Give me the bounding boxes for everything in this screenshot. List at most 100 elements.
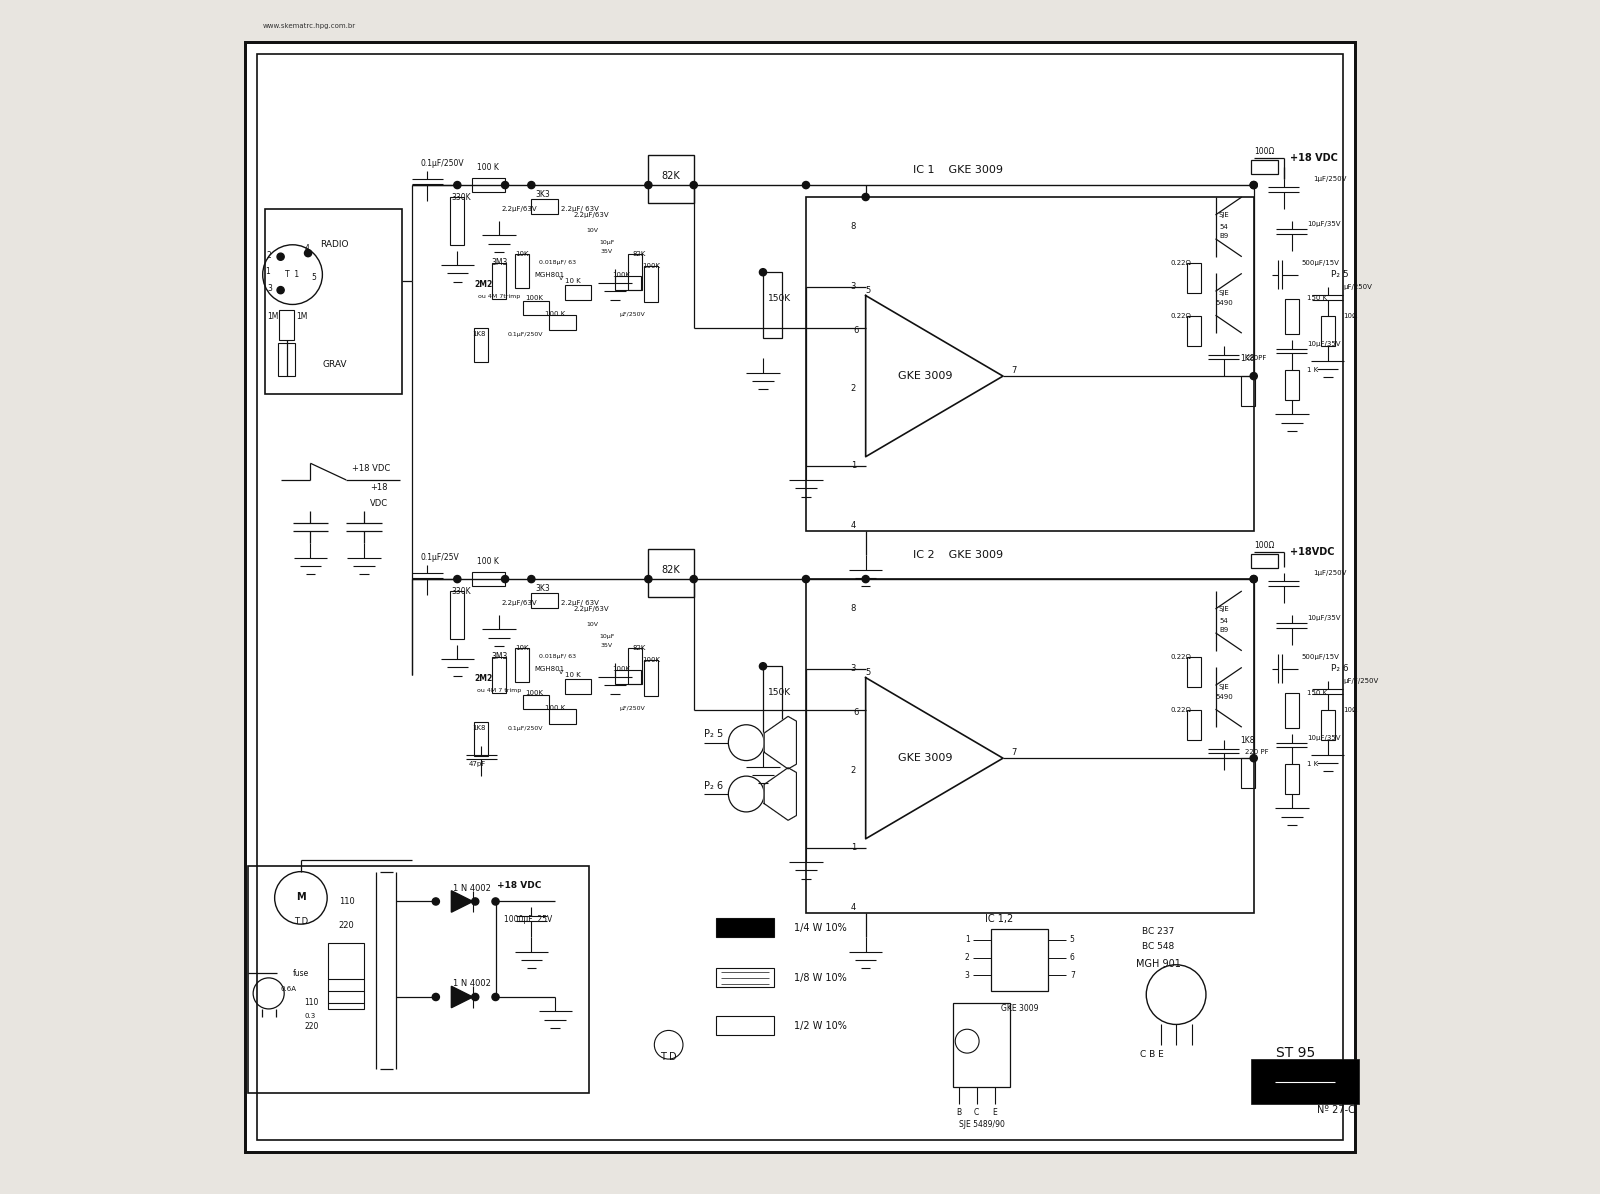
Polygon shape <box>451 986 474 1008</box>
Text: 10μF/35V: 10μF/35V <box>1307 221 1341 228</box>
Text: 150 K: 150 K <box>1307 689 1328 696</box>
Bar <box>491 657 506 693</box>
Text: 7: 7 <box>1011 747 1016 757</box>
Text: 10Ω: 10Ω <box>1344 313 1358 320</box>
Text: 10V: 10V <box>586 228 598 233</box>
Text: 10K: 10K <box>515 645 528 652</box>
Text: C B E: C B E <box>1141 1050 1165 1059</box>
Bar <box>1285 298 1299 334</box>
Text: 82K: 82K <box>634 645 646 652</box>
Text: 3M3: 3M3 <box>491 652 507 661</box>
Text: 150K: 150K <box>768 294 790 303</box>
Text: 3: 3 <box>965 971 970 980</box>
Circle shape <box>1250 373 1258 380</box>
Bar <box>450 197 464 245</box>
Bar <box>450 591 464 639</box>
Bar <box>248 866 589 1093</box>
Bar <box>806 197 1254 531</box>
Text: 6: 6 <box>853 708 859 718</box>
Text: IC 2    GKE 3009: IC 2 GKE 3009 <box>914 550 1003 560</box>
Text: 1 K: 1 K <box>1307 367 1318 374</box>
Text: SJE: SJE <box>1219 605 1229 613</box>
Text: 0.22Ω: 0.22Ω <box>1171 259 1192 266</box>
Text: BC 548: BC 548 <box>1142 942 1174 952</box>
Text: 10Ω: 10Ω <box>1344 707 1358 714</box>
Circle shape <box>304 250 312 257</box>
Text: 1/2 W 10%: 1/2 W 10% <box>794 1021 846 1030</box>
Text: 4: 4 <box>304 244 309 253</box>
Text: 100 K: 100 K <box>546 310 565 318</box>
Circle shape <box>1250 181 1258 189</box>
Circle shape <box>528 576 534 583</box>
Text: SJE: SJE <box>1219 211 1229 219</box>
Text: 100K: 100K <box>611 665 630 672</box>
Text: +18 VDC: +18 VDC <box>1290 153 1338 162</box>
Text: 0.1μF/250V: 0.1μF/250V <box>507 726 542 731</box>
Text: 2.2μF/63V: 2.2μF/63V <box>573 211 610 219</box>
Text: 6: 6 <box>853 326 859 336</box>
Text: 82K: 82K <box>662 565 680 574</box>
Text: 1M: 1M <box>296 312 307 321</box>
Text: 10K: 10K <box>515 251 528 258</box>
Bar <box>1187 316 1202 346</box>
Bar <box>1251 160 1278 174</box>
Bar <box>1251 1059 1358 1104</box>
Text: 5: 5 <box>866 667 870 677</box>
Bar <box>1187 263 1202 293</box>
Bar <box>629 648 642 684</box>
Text: +18 VDC: +18 VDC <box>498 881 541 891</box>
Text: P₂ 6: P₂ 6 <box>1331 664 1349 673</box>
Text: T  1: T 1 <box>285 270 299 279</box>
Text: ou 4M 7 trimp: ou 4M 7 trimp <box>477 688 522 693</box>
Text: 150K: 150K <box>768 688 790 697</box>
Text: 0.22Ω: 0.22Ω <box>1171 707 1192 714</box>
Bar <box>549 315 576 330</box>
Text: 100K: 100K <box>525 295 544 302</box>
Text: 2.2μF/ 63V: 2.2μF/ 63V <box>562 599 598 607</box>
Text: 54: 54 <box>1219 617 1229 624</box>
Text: 100K: 100K <box>525 689 544 696</box>
Bar <box>717 1016 774 1035</box>
Text: 220PF: 220PF <box>1245 355 1267 362</box>
Text: 2: 2 <box>851 383 856 393</box>
Bar <box>763 666 782 732</box>
Text: 47pF: 47pF <box>469 761 486 768</box>
Text: 10μF: 10μF <box>598 240 614 245</box>
Text: 500μF/15V: 500μF/15V <box>1301 259 1339 266</box>
Bar <box>515 254 530 288</box>
Bar <box>990 929 1048 991</box>
Polygon shape <box>765 768 797 820</box>
Text: 82K: 82K <box>662 171 680 180</box>
Circle shape <box>472 898 478 905</box>
Text: 100 K: 100 K <box>546 704 565 712</box>
Text: μF/F/250V: μF/F/250V <box>1344 677 1379 684</box>
Text: 150 K: 150 K <box>1307 295 1328 302</box>
Circle shape <box>690 576 698 583</box>
Bar <box>565 679 590 694</box>
Text: 100K: 100K <box>642 657 659 664</box>
Text: 2: 2 <box>965 953 970 962</box>
Text: V: V <box>558 670 563 675</box>
Circle shape <box>1250 755 1258 762</box>
Text: 5490: 5490 <box>1214 300 1232 307</box>
Text: B9: B9 <box>1219 233 1229 240</box>
Bar <box>491 263 506 298</box>
Bar <box>474 328 488 362</box>
Text: 5490: 5490 <box>1214 694 1232 701</box>
Text: 3M3: 3M3 <box>491 258 507 267</box>
Text: IC 1,2: IC 1,2 <box>986 915 1013 924</box>
Text: 1K8: 1K8 <box>472 725 485 732</box>
Text: 10μF/35V: 10μF/35V <box>1307 340 1341 347</box>
Bar <box>1187 657 1202 687</box>
Bar <box>629 254 642 290</box>
Bar <box>1251 554 1278 568</box>
Text: 2.2μF/63V: 2.2μF/63V <box>501 205 538 213</box>
Text: MGH801: MGH801 <box>534 271 565 278</box>
Text: 0.6A: 0.6A <box>282 985 298 992</box>
Text: 10 K: 10 K <box>565 277 581 284</box>
Text: GKE 3009: GKE 3009 <box>1002 1004 1038 1014</box>
Text: 4: 4 <box>851 521 856 530</box>
Bar <box>565 285 590 300</box>
Text: 4: 4 <box>851 903 856 912</box>
Text: 1/8 W 10%: 1/8 W 10% <box>794 973 846 983</box>
